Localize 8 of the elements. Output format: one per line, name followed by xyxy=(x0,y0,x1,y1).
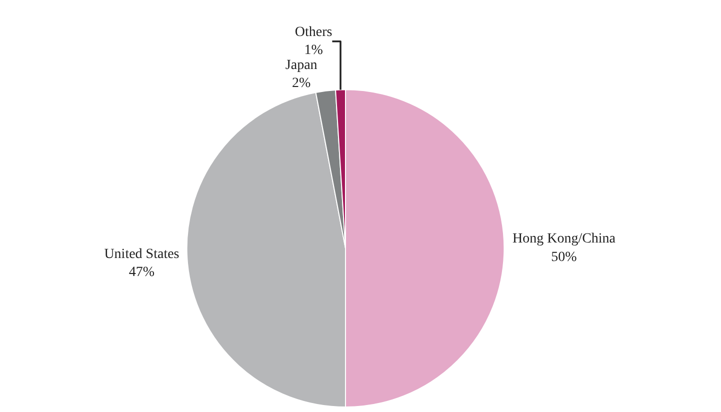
data-label: 1% xyxy=(304,42,324,58)
slice-label: United States xyxy=(104,246,180,262)
data-label: 47% xyxy=(128,265,155,280)
slice-label: Hong Kong/China xyxy=(512,232,616,247)
slice-label: Others xyxy=(294,24,332,40)
data-label: 50% xyxy=(551,250,578,265)
data-label: 2% xyxy=(292,76,312,92)
slice-label: Japan xyxy=(285,58,318,73)
